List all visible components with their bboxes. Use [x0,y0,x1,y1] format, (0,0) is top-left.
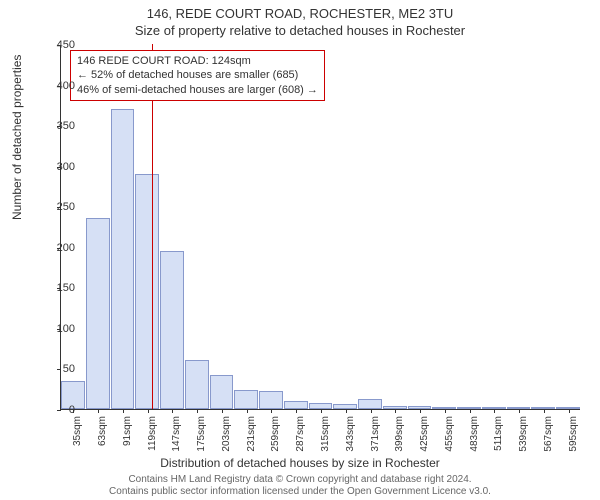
x-tick-label: 595sqm [568,416,579,456]
histogram-bar [358,399,382,409]
x-tick-label: 147sqm [171,416,182,456]
x-tick [321,409,322,413]
x-axis-label: Distribution of detached houses by size … [0,456,600,470]
footer-line-1: Contains HM Land Registry data © Crown c… [0,474,600,486]
x-tick-label: 203sqm [221,416,232,456]
y-tick-label: 200 [57,242,75,254]
y-tick-label: 400 [57,80,75,92]
x-tick [569,409,570,413]
histogram-bar [259,391,283,409]
histogram-bar [234,390,258,409]
x-tick [222,409,223,413]
x-tick [123,409,124,413]
histogram-bar [210,375,234,409]
histogram-bar [111,109,135,409]
x-tick [519,409,520,413]
x-tick [296,409,297,413]
x-tick-label: 315sqm [320,416,331,456]
y-tick-label: 100 [57,323,75,335]
x-tick [470,409,471,413]
x-tick [98,409,99,413]
x-tick [346,409,347,413]
x-tick [148,409,149,413]
x-tick [371,409,372,413]
x-tick-label: 91sqm [122,416,133,456]
x-tick-label: 371sqm [370,416,381,456]
x-tick-label: 35sqm [72,416,83,456]
x-tick-label: 455sqm [444,416,455,456]
x-tick [544,409,545,413]
y-tick-label: 250 [57,201,75,213]
chart-title: 146, REDE COURT ROAD, ROCHESTER, ME2 3TU [0,0,600,21]
info-line-3: 46% of semi-detached houses are larger (… [77,83,318,97]
x-tick-label: 231sqm [246,416,257,456]
y-tick-label: 150 [57,282,75,294]
x-tick-label: 343sqm [345,416,356,456]
histogram-bar [135,174,159,409]
y-tick-label: 350 [57,120,75,132]
footer-attribution: Contains HM Land Registry data © Crown c… [0,474,600,498]
histogram-bar [86,218,110,409]
property-info-box: 146 REDE COURT ROAD: 124sqm ← 52% of det… [70,50,325,101]
x-tick-label: 425sqm [419,416,430,456]
x-tick [420,409,421,413]
x-tick [172,409,173,413]
x-tick-label: 539sqm [518,416,529,456]
x-tick-label: 567sqm [543,416,554,456]
x-tick [494,409,495,413]
chart-subtitle: Size of property relative to detached ho… [0,21,600,38]
y-tick [57,410,61,411]
histogram-bar [185,360,209,409]
x-tick [247,409,248,413]
y-tick-label: 0 [69,404,75,416]
x-tick-label: 63sqm [97,416,108,456]
x-tick [445,409,446,413]
x-tick [197,409,198,413]
x-tick-label: 175sqm [196,416,207,456]
info-line-1: 146 REDE COURT ROAD: 124sqm [77,54,318,68]
x-tick [395,409,396,413]
histogram-bar [160,251,184,409]
x-tick-label: 119sqm [147,416,158,456]
x-tick-label: 287sqm [295,416,306,456]
histogram-bar [284,401,308,409]
x-tick [271,409,272,413]
x-tick-label: 483sqm [469,416,480,456]
info-line-2: ← 52% of detached houses are smaller (68… [77,68,318,82]
x-tick-label: 511sqm [493,416,504,456]
y-tick [57,369,61,370]
y-tick-label: 300 [57,161,75,173]
y-tick-label: 50 [63,363,75,375]
x-tick-label: 399sqm [394,416,405,456]
y-tick-label: 450 [57,39,75,51]
footer-line-2: Contains public sector information licen… [0,486,600,498]
y-axis-label: Number of detached properties [10,55,24,220]
x-tick-label: 259sqm [270,416,281,456]
